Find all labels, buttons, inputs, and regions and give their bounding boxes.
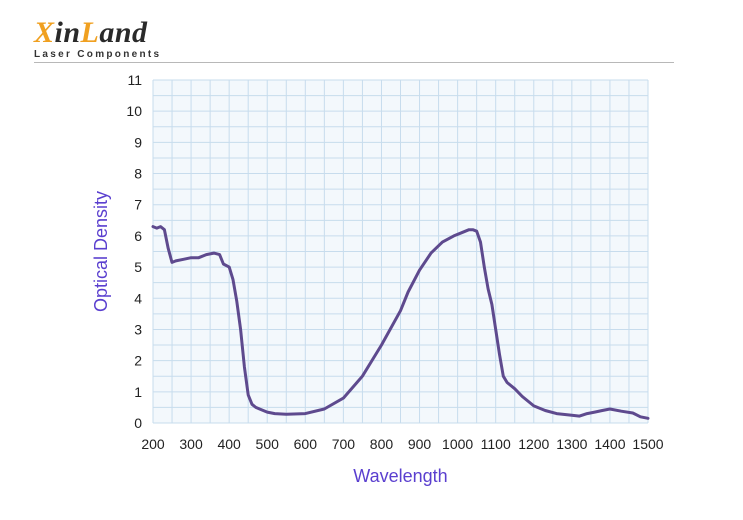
y-tick-label: 3: [134, 321, 142, 337]
x-tick-label: 400: [217, 436, 241, 452]
x-tick-label: 1200: [518, 436, 549, 452]
logo-letter-l: L: [80, 16, 100, 49]
grid-lines: [152, 79, 649, 424]
x-tick-label: 700: [332, 436, 356, 452]
x-tick-label: 900: [408, 436, 432, 452]
x-tick-label: 1500: [632, 436, 663, 452]
y-tick-label: 5: [134, 259, 142, 275]
x-tick-label: 1400: [594, 436, 625, 452]
series-line: [151, 225, 650, 420]
y-tick-label: 7: [134, 197, 142, 213]
y-tick-label: 9: [134, 134, 142, 150]
y-tick-label: 4: [134, 290, 142, 306]
y-tick-label: 0: [134, 415, 142, 431]
y-tick-label: 8: [134, 166, 142, 182]
y-axis-title: Optical Density: [91, 191, 111, 312]
y-tick-label: 2: [134, 353, 142, 369]
x-tick-label: 1100: [481, 436, 511, 452]
y-tick-labels: 0 1 2 3 4 5 6 7 8 9 10 11: [126, 72, 142, 431]
x-tick-label: 1300: [556, 436, 587, 452]
x-tick-labels: 200 300 400 500 600 700 800 900 1000 1100 1200 1300…: [141, 436, 663, 452]
x-tick-label: 600: [294, 436, 318, 452]
header-divider: [34, 62, 674, 63]
logo-subtitle: Laser Components: [34, 49, 162, 60]
y-tick-label: 11: [127, 72, 142, 88]
x-tick-label: 1000: [442, 436, 473, 452]
logo-letters-and: and: [99, 16, 148, 49]
y-tick-label: 6: [134, 228, 142, 244]
x-tick-label: 800: [370, 436, 394, 452]
y-tick-label: 1: [134, 384, 142, 400]
x-tick-label: 300: [179, 436, 203, 452]
logo-letters-in: in: [54, 16, 81, 49]
x-tick-label: 500: [256, 436, 280, 452]
logo-letter-x: X: [34, 16, 55, 49]
x-tick-label: 200: [141, 436, 165, 452]
x-axis-title: Wavelength: [353, 466, 447, 486]
y-tick-label: 10: [126, 103, 142, 119]
